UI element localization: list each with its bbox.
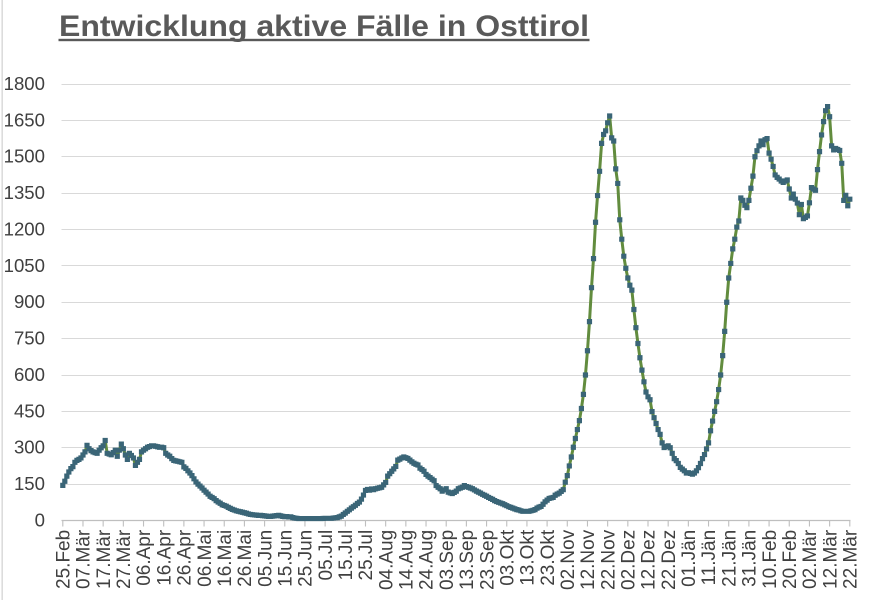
svg-text:25.Feb: 25.Feb bbox=[54, 530, 75, 589]
svg-text:22.Mär: 22.Mär bbox=[841, 529, 862, 589]
svg-text:23.Okt: 23.Okt bbox=[538, 529, 559, 586]
svg-text:12.Nov: 12.Nov bbox=[578, 529, 599, 590]
svg-text:0: 0 bbox=[35, 509, 45, 530]
svg-text:14.Aug: 14.Aug bbox=[397, 530, 418, 590]
svg-text:22.Nov: 22.Nov bbox=[598, 529, 619, 590]
svg-text:03.Sep: 03.Sep bbox=[437, 530, 458, 590]
svg-text:27.Mär: 27.Mär bbox=[114, 529, 135, 589]
svg-text:25.Jun: 25.Jun bbox=[296, 530, 317, 587]
svg-text:1500: 1500 bbox=[4, 146, 45, 167]
svg-text:04.Aug: 04.Aug bbox=[376, 530, 397, 590]
svg-text:15.Jun: 15.Jun bbox=[275, 530, 296, 587]
svg-text:13.Sep: 13.Sep bbox=[457, 530, 478, 590]
svg-text:12.Dez: 12.Dez bbox=[639, 530, 660, 590]
svg-text:10.Feb: 10.Feb bbox=[760, 530, 781, 589]
svg-text:05.Jun: 05.Jun bbox=[255, 530, 276, 587]
svg-text:23.Sep: 23.Sep bbox=[477, 530, 498, 590]
svg-text:750: 750 bbox=[14, 328, 45, 349]
svg-text:07.Mär: 07.Mär bbox=[74, 529, 95, 589]
svg-text:600: 600 bbox=[14, 364, 45, 385]
svg-text:150: 150 bbox=[14, 473, 45, 494]
svg-text:03.Okt: 03.Okt bbox=[497, 529, 518, 586]
svg-text:02.Dez: 02.Dez bbox=[619, 530, 640, 590]
svg-text:1200: 1200 bbox=[4, 218, 45, 239]
svg-text:1050: 1050 bbox=[4, 255, 45, 276]
svg-text:02.Nov: 02.Nov bbox=[558, 529, 579, 590]
svg-text:11.Jän: 11.Jän bbox=[699, 530, 720, 586]
svg-text:31.Jän: 31.Jän bbox=[740, 530, 761, 587]
svg-text:12.Mär: 12.Mär bbox=[820, 529, 841, 589]
svg-text:20.Feb: 20.Feb bbox=[780, 530, 801, 589]
svg-text:450: 450 bbox=[14, 400, 45, 421]
svg-text:300: 300 bbox=[14, 437, 45, 458]
svg-text:16.Apr: 16.Apr bbox=[154, 529, 175, 586]
svg-text:25.Jul: 25.Jul bbox=[356, 530, 377, 581]
svg-text:01.Jän: 01.Jän bbox=[679, 530, 700, 587]
svg-text:05.Jul: 05.Jul bbox=[316, 530, 337, 581]
svg-text:Entwicklung aktive Fälle in Os: Entwicklung aktive Fälle in Osttirol bbox=[59, 10, 589, 43]
svg-text:24.Aug: 24.Aug bbox=[417, 530, 438, 590]
svg-text:21.Jän: 21.Jän bbox=[719, 530, 740, 587]
svg-text:1650: 1650 bbox=[4, 109, 45, 130]
svg-text:900: 900 bbox=[14, 291, 45, 312]
svg-text:02.Mär: 02.Mär bbox=[800, 529, 821, 589]
svg-text:26.Mai: 26.Mai bbox=[235, 530, 256, 587]
svg-text:06.Apr: 06.Apr bbox=[134, 529, 155, 586]
svg-text:06.Mai: 06.Mai bbox=[195, 530, 216, 587]
svg-text:1350: 1350 bbox=[4, 182, 45, 203]
svg-text:17.Mär: 17.Mär bbox=[94, 529, 115, 589]
svg-text:16.Mai: 16.Mai bbox=[215, 530, 236, 587]
svg-text:26.Apr: 26.Apr bbox=[175, 529, 196, 586]
svg-text:15.Jul: 15.Jul bbox=[336, 530, 357, 581]
svg-text:22.Dez: 22.Dez bbox=[659, 530, 680, 590]
svg-text:1800: 1800 bbox=[4, 73, 45, 94]
svg-text:13.Okt: 13.Okt bbox=[518, 529, 539, 586]
